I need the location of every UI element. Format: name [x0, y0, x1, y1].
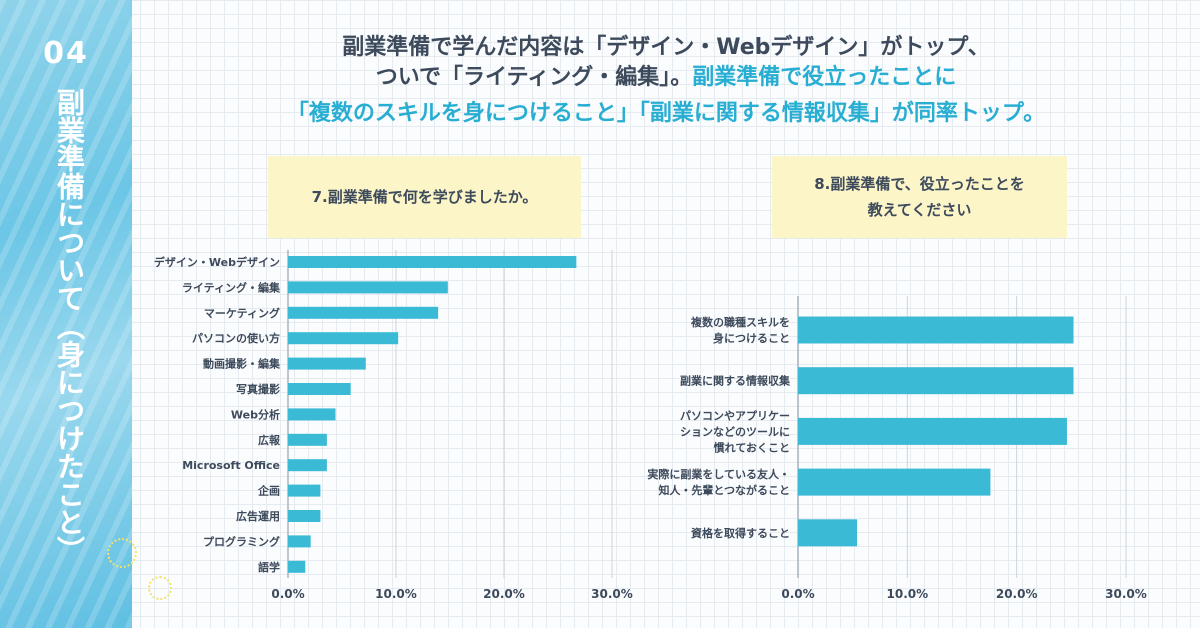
- chart2-bar-0: [798, 316, 1074, 344]
- chart1-category-label-0: デザイン・Webデザイン: [154, 255, 280, 269]
- chart1-category-label-8: Microsoft Office: [182, 459, 280, 472]
- chart1-category-label-3-line-0: パソコンの使い方: [192, 331, 280, 345]
- chart1-category-label-7: 広報: [258, 433, 281, 447]
- chart2-bar-1: [798, 367, 1074, 395]
- chart1-category-label-10-line-0: 広告運用: [236, 509, 280, 523]
- chart2-category-label-2-line-1: ションなどのツールに: [680, 425, 790, 438]
- chart1-category-label-2-line-0: マーケティング: [204, 306, 280, 320]
- chart2-category-label-0: 複数の職種スキルを身につけること: [690, 315, 790, 345]
- chart2-bar-3: [798, 468, 991, 496]
- chart1-category-label-12-line-0: 語学: [258, 560, 280, 574]
- chart1-bar-3: [288, 332, 399, 345]
- dotted-circle-decoration-2: [148, 576, 172, 600]
- chart1-category-label-0-line-0: デザイン・Webデザイン: [154, 255, 280, 269]
- chart2-category-label-2: パソコンやアプリケーションなどのツールに慣れておくこと: [680, 408, 790, 454]
- chart2-category-label-4: 資格を取得すること: [691, 526, 790, 540]
- chart1-category-label-1-line-0: ライティング・編集: [182, 280, 281, 294]
- chart2-x-tick-label-2: 20.0%: [996, 587, 1038, 601]
- chart1-category-label-10: 広告運用: [236, 509, 280, 523]
- chart1-bar-10: [288, 510, 321, 522]
- chart1-x-tick-label-0: 0.0%: [271, 587, 304, 601]
- chart2-category-label-3-line-1: 知人・先輩とつながること: [657, 483, 790, 497]
- chart1-category-label-9-line-0: 企画: [257, 484, 280, 498]
- headline-line-2: ついで「ライティング・編集」。副業準備で役立ったことに: [132, 64, 1200, 92]
- headline-line-1: 副業準備で学んだ内容は「デザイン・Webデザイン」がトップ、: [342, 35, 990, 60]
- chart1-category-label-5-line-0: 写真撮影: [236, 382, 280, 396]
- chart1-x-tick-label-1: 10.0%: [375, 587, 417, 601]
- chart1-bar-11: [288, 535, 311, 548]
- chart1-category-label-12: 語学: [258, 560, 280, 574]
- chart1-category-label-11-line-0: プログラミング: [203, 534, 280, 548]
- headline-line-3: 「複数のスキルを身につけること」「副業に関する情報収集」が同率トップ。: [286, 101, 1046, 126]
- dotted-circle-decoration-1: [107, 538, 137, 568]
- question-8-text: 8.副業準備で、役立ったことを 教えてください: [814, 175, 1025, 219]
- chart1-category-label-6-line-0: Web分析: [231, 407, 280, 421]
- chart1-bar-5: [288, 383, 351, 395]
- chart1-bar-8: [288, 459, 327, 472]
- chart1-category-label-9: 企画: [257, 484, 280, 498]
- chart2-category-label-2-line-0: パソコンやアプリケー: [680, 408, 790, 422]
- chart1-category-label-3: パソコンの使い方: [192, 331, 280, 345]
- sidebar: 04 副業準備について（身につけたこと）: [0, 0, 132, 628]
- chart2-category-label-0-line-1: 身につけること: [713, 331, 790, 345]
- question-7-text: 7.副業準備で何を学びましたか。: [311, 188, 538, 206]
- chart1-category-label-1: ライティング・編集: [182, 280, 281, 294]
- headline-line-2-plain: ついで「ライティング・編集」。: [375, 65, 693, 90]
- chart2-category-label-4-line-0: 資格を取得すること: [691, 526, 790, 540]
- chart2-x-tick-label-1: 10.0%: [887, 587, 929, 601]
- chart1-bar-9: [288, 484, 321, 497]
- chart1-bar-4: [288, 357, 366, 370]
- chart1-bar-7: [288, 433, 327, 446]
- chart2-category-label-1: 副業に関する情報収集: [680, 374, 791, 388]
- section-title: 副業準備について（身につけたこと）: [53, 88, 86, 564]
- chart1-category-label-6: Web分析: [231, 407, 280, 421]
- chart1-bar-6: [288, 408, 336, 421]
- chart1-category-label-2: マーケティング: [204, 306, 280, 320]
- chart1-category-label-4: 動画撮影・編集: [203, 357, 281, 371]
- chart2-x-tick-label-0: 0.0%: [781, 587, 814, 601]
- chart2-category-label-3: 実際に副業をしている友人・知人・先輩とつながること: [647, 467, 790, 497]
- chart1-bar-0: [288, 256, 577, 268]
- chart1-category-label-5: 写真撮影: [236, 382, 280, 396]
- chart1-category-label-7-line-0: 広報: [258, 433, 281, 447]
- chart2-category-label-1-line-0: 副業に関する情報収集: [680, 374, 791, 388]
- chart2-category-label-0-line-0: 複数の職種スキルを: [690, 315, 790, 329]
- chart2-bar-4: [798, 519, 858, 547]
- headline-line-2-accent: 副業準備で役立ったことに: [692, 65, 957, 90]
- chart1-bar-1: [288, 281, 448, 294]
- chart1-category-label-8-line-0: Microsoft Office: [182, 459, 280, 472]
- chart2-category-label-3-line-0: 実際に副業をしている友人・: [647, 467, 790, 481]
- question-7-box: 7.副業準備で何を学びましたか。: [268, 156, 581, 238]
- chart1-bar-12: [288, 560, 306, 573]
- section-number: 04: [43, 36, 89, 71]
- chart2-bar-2: [798, 417, 1067, 445]
- chart1-category-label-4-line-0: 動画撮影・編集: [203, 357, 281, 371]
- chart1-x-tick-label-3: 30.0%: [591, 587, 633, 601]
- chart2-category-label-2-line-2: 慣れておくこと: [713, 440, 790, 454]
- chart1-bar-2: [288, 306, 439, 319]
- chart2-x-tick-label-3: 30.0%: [1105, 587, 1147, 601]
- chart1-category-label-11: プログラミング: [203, 534, 280, 548]
- chart1-x-tick-label-2: 20.0%: [483, 587, 525, 601]
- question-8-box: 8.副業準備で、役立ったことを 教えてください: [772, 156, 1067, 238]
